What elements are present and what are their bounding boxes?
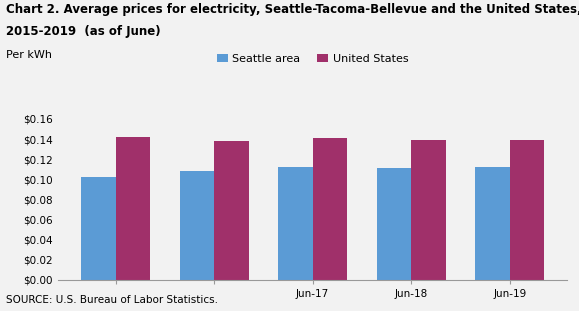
Bar xyxy=(313,138,347,280)
Bar xyxy=(116,137,150,280)
Text: Per kWh: Per kWh xyxy=(6,50,52,60)
Bar xyxy=(475,167,510,280)
Bar xyxy=(377,168,411,280)
Bar xyxy=(179,171,214,280)
Bar xyxy=(411,140,446,280)
Legend: Seattle area, United States: Seattle area, United States xyxy=(212,49,413,68)
Bar xyxy=(510,140,544,280)
Text: Chart 2. Average prices for electricity, Seattle-Tacoma-Bellevue and the United : Chart 2. Average prices for electricity,… xyxy=(6,3,579,16)
Bar xyxy=(278,167,313,280)
Text: SOURCE: U.S. Bureau of Labor Statistics.: SOURCE: U.S. Bureau of Labor Statistics. xyxy=(6,295,218,305)
Text: 2015-2019  (as of June): 2015-2019 (as of June) xyxy=(6,25,160,38)
Bar xyxy=(214,141,248,280)
Bar xyxy=(81,177,116,280)
